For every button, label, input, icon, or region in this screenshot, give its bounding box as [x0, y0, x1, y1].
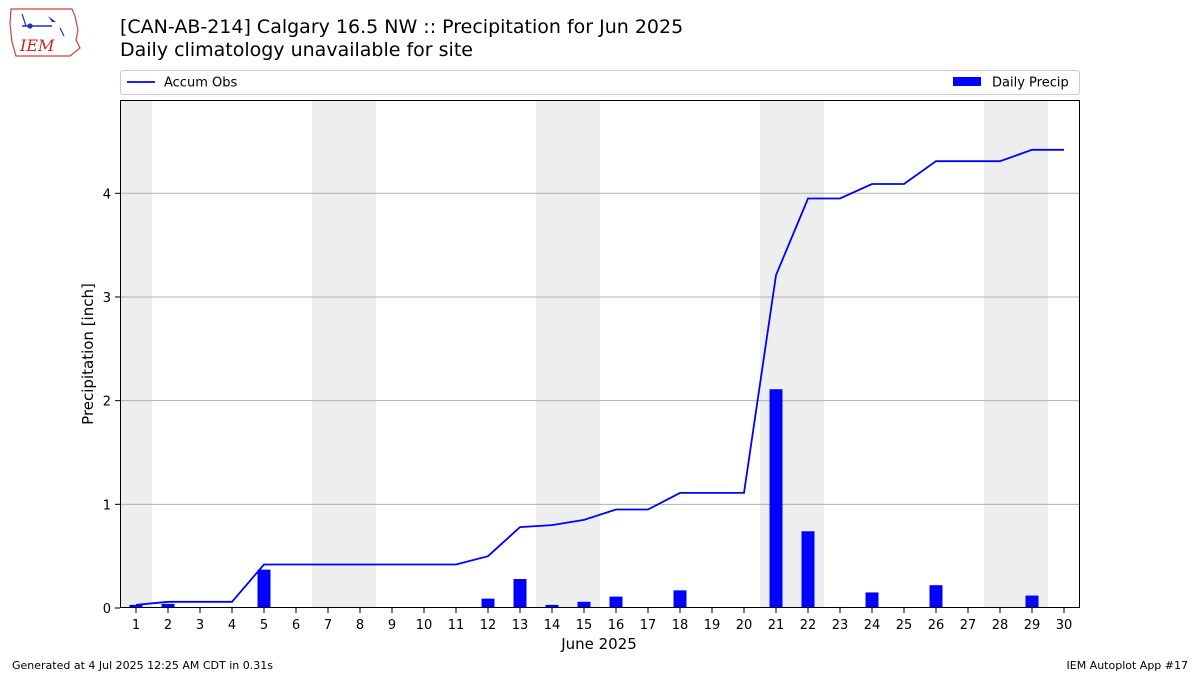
daily-precip-bar — [481, 598, 495, 608]
chart-title: [CAN-AB-214] Calgary 16.5 NW :: Precipit… — [120, 16, 684, 38]
y-tick-label: 2 — [103, 395, 111, 410]
x-tick-label: 9 — [388, 618, 396, 633]
x-tick-label: 10 — [416, 618, 433, 633]
y-tick-label: 4 — [103, 187, 111, 202]
weekend-shade — [1016, 100, 1048, 608]
legend-label-accum-obs: Accum Obs — [164, 76, 237, 91]
daily-precip-bar — [673, 590, 687, 608]
x-tick-label: 7 — [324, 618, 332, 633]
y-tick-label: 0 — [103, 602, 111, 617]
x-axis-label: June 2025 — [560, 635, 637, 653]
chart-subtitle: Daily climatology unavailable for site — [120, 39, 473, 61]
plot-frame — [120, 100, 1080, 608]
weekend-shade — [120, 100, 152, 608]
daily-precip-bar — [769, 389, 783, 608]
x-tick-label: 11 — [448, 618, 465, 633]
x-tick-label: 18 — [672, 618, 689, 633]
weekend-shade — [568, 100, 600, 608]
legend: Accum Obs Daily Precip — [120, 70, 1080, 95]
x-tick-label: 1 — [132, 618, 140, 633]
y-axis-label: Precipitation [inch] — [79, 283, 97, 425]
x-tick-label: 21 — [768, 618, 785, 633]
x-tick-label: 4 — [228, 618, 236, 633]
daily-precip-bar — [801, 531, 815, 608]
logo-text: IEM — [19, 36, 55, 55]
daily-precip-bar — [929, 585, 943, 608]
y-tick-label: 3 — [103, 291, 111, 306]
x-tick-label: 25 — [896, 618, 913, 633]
daily-precip-bar — [129, 604, 143, 608]
x-tick-label: 13 — [512, 618, 529, 633]
daily-precip-bar — [545, 604, 559, 608]
x-tick-label: 2 — [164, 618, 172, 633]
x-tick-label: 8 — [356, 618, 364, 633]
weekend-shade — [984, 100, 1016, 608]
daily-precip-bar — [161, 603, 175, 608]
legend-box — [120, 70, 1080, 95]
x-tick-label: 24 — [864, 618, 881, 633]
legend-bar-swatch — [953, 77, 981, 86]
x-tick-label: 29 — [1024, 618, 1041, 633]
weekend-shade — [344, 100, 376, 608]
x-tick-label: 6 — [292, 618, 300, 633]
x-tick-label: 27 — [960, 618, 977, 633]
x-tick-label: 3 — [196, 618, 204, 633]
daily-precip-bar — [1025, 595, 1039, 608]
iem-iowa-logo-icon: IEM — [9, 8, 81, 57]
daily-precip-bar — [257, 569, 271, 608]
legend-label-daily-precip: Daily Precip — [992, 76, 1069, 91]
daily-precip-bar — [609, 596, 623, 608]
app-credit: IEM Autoplot App #17 — [1066, 659, 1189, 672]
x-tick-label: 12 — [480, 618, 497, 633]
daily-precip-bar — [577, 601, 591, 608]
x-tick-label: 26 — [928, 618, 945, 633]
weekend-shade — [792, 100, 824, 608]
x-tick-label: 20 — [736, 618, 753, 633]
accum-obs-line — [135, 148, 1064, 606]
x-tick-label: 30 — [1056, 618, 1073, 633]
x-tick-label: 23 — [832, 618, 849, 633]
weekend-shade — [312, 100, 344, 608]
daily-precip-bar — [865, 592, 879, 608]
x-tick-label: 19 — [704, 618, 721, 633]
x-tick-label: 28 — [992, 618, 1009, 633]
daily-precip-bar — [513, 578, 527, 608]
weekend-shade — [536, 100, 568, 608]
x-tick-label: 14 — [544, 618, 561, 633]
iem-logo: IEM — [8, 6, 82, 64]
x-tick-label: 22 — [800, 618, 817, 633]
x-tick-label: 17 — [640, 618, 657, 633]
x-tick-label: 15 — [576, 618, 593, 633]
x-tick-label: 16 — [608, 618, 625, 633]
generated-timestamp: Generated at 4 Jul 2025 12:25 AM CDT in … — [12, 659, 273, 672]
x-tick-label: 5 — [260, 618, 268, 633]
y-tick-label: 1 — [103, 498, 111, 513]
